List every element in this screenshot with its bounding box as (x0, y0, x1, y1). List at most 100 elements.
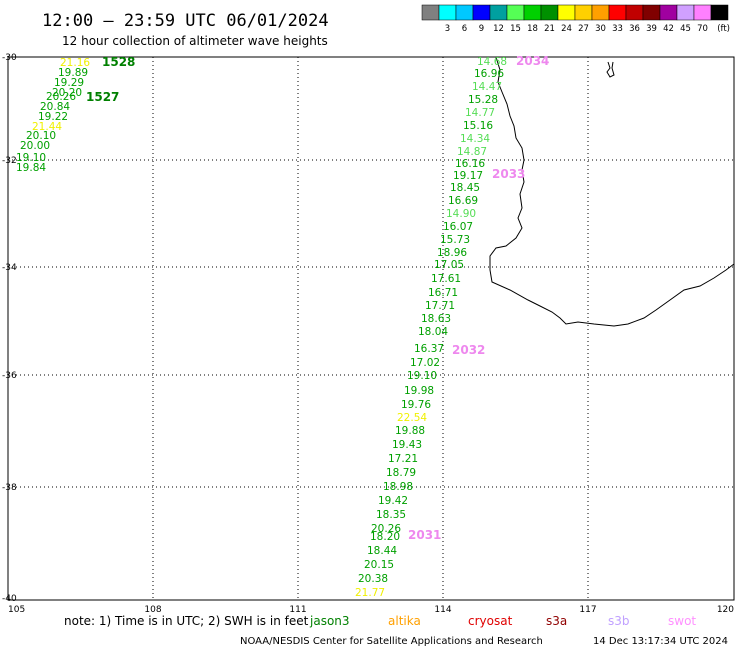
legend-label: 18 (527, 24, 538, 34)
wave-height-label: 20.00 (20, 140, 50, 152)
legend-label: 15 (510, 24, 521, 34)
footer-credit: NOAA/NESDIS Center for Satellite Applica… (240, 636, 543, 647)
pass-time-label: 2034 (516, 54, 549, 68)
satellite-legend: jason3 altika cryosat s3a s3b swot (309, 614, 696, 628)
pass-time-label: 2033 (492, 167, 525, 181)
wave-height-label: 19.88 (395, 425, 425, 437)
wave-height-label: 17.05 (434, 259, 464, 271)
map-subtitle: 12 hour collection of altimeter wave hei… (62, 34, 328, 48)
wave-height-label: 17.61 (431, 273, 461, 285)
legend-label: 21 (544, 24, 555, 34)
wave-height-label: 16.37 (414, 343, 444, 355)
legend-label: 42 (663, 24, 674, 34)
legend-label: 45 (680, 24, 691, 34)
latitude-tick-label: -30 (2, 53, 17, 63)
latitude-tick-label: -34 (2, 263, 17, 273)
legend-label: 70 (697, 24, 708, 34)
grid-lines (8, 57, 734, 600)
legend-swatch (439, 5, 456, 20)
wave-height-label: 19.43 (392, 439, 422, 451)
longitude-tick-label: 117 (579, 605, 596, 615)
wave-height-label: 14.87 (457, 146, 487, 158)
legend-swatch (524, 5, 541, 20)
wave-height-label: 18.20 (370, 531, 400, 543)
satellite-label: jason3 (309, 614, 350, 628)
wave-height-label: 14.47 (472, 81, 502, 93)
wave-height-label: 19.10 (407, 370, 437, 382)
satellite-label: swot (668, 614, 696, 628)
map-frame (8, 57, 734, 600)
legend-label: 12 (493, 24, 504, 34)
legend-swatch (558, 5, 575, 20)
wave-height-label: 15.28 (468, 94, 498, 106)
legend-swatch (473, 5, 490, 20)
wave-height-label: 18.98 (383, 481, 413, 493)
wave-height-label: 16.96 (474, 68, 504, 80)
axis-tick-labels: 105 108 111 114 117 120-30-32-34-36-38-40 (2, 53, 734, 615)
wave-height-label: 18.63 (421, 313, 451, 325)
wave-height-label: 19.98 (404, 385, 434, 397)
pass-time-label: 2032 (452, 343, 485, 357)
wave-height-label: 20.38 (358, 573, 388, 585)
wave-height-label: 22.54 (397, 412, 427, 424)
satellite-label: cryosat (468, 614, 513, 628)
pass-time-label: 1528 (102, 55, 135, 69)
legend-swatch (592, 5, 609, 20)
latitude-tick-label: -40 (2, 594, 17, 604)
wave-height-label: 19.17 (453, 170, 483, 182)
coastline (490, 57, 734, 326)
altimeter-map: 12:00 – 23:59 UTC 06/01/2024 12 hour col… (0, 0, 740, 650)
pass-time-label: 1527 (86, 90, 119, 104)
legend-label: 36 (629, 24, 640, 34)
legend-swatch (694, 5, 711, 20)
color-legend: 3 6 9 12 15 18 21 24 27 30 33 36 39 42 45 70 (422, 5, 728, 34)
satellite-label: s3a (546, 614, 567, 628)
island-outline (607, 62, 614, 77)
legend-label: 27 (578, 24, 589, 34)
wave-height-label: 14.34 (460, 133, 490, 145)
wave-height-label: 15.73 (440, 234, 470, 246)
wave-height-label: 18.35 (376, 509, 406, 521)
wave-height-label: 14.90 (446, 208, 476, 220)
wave-height-label: 19.84 (16, 162, 46, 174)
wave-height-tracks: 21.1619.8919.2920.2020.2620.8419.2221.44… (16, 56, 507, 599)
wave-height-label: 18.04 (418, 326, 448, 338)
wave-height-label: 18.96 (437, 247, 467, 259)
wave-height-label: 14.68 (477, 56, 507, 68)
wave-height-label: 21.77 (355, 587, 385, 599)
wave-height-label: 14.77 (465, 107, 495, 119)
wave-height-label: 18.79 (386, 467, 416, 479)
legend-swatch (643, 5, 660, 20)
map-title: 12:00 – 23:59 UTC 06/01/2024 (42, 11, 329, 31)
longitude-tick-label: 105 (8, 605, 25, 615)
wave-height-label: 17.21 (388, 453, 418, 465)
longitude-tick-label: 114 (434, 605, 451, 615)
legend-swatch (609, 5, 626, 20)
wave-height-label: 17.02 (410, 357, 440, 369)
wave-height-label: 16.71 (428, 287, 458, 299)
wave-height-label: 16.07 (443, 221, 473, 233)
footer-timestamp: 14 Dec 13:17:34 UTC 2024 (593, 636, 728, 647)
legend-swatch (507, 5, 524, 20)
legend-unit: (ft) (717, 24, 730, 34)
wave-height-label: 19.76 (401, 399, 431, 411)
wave-height-label: 18.44 (367, 545, 397, 557)
wave-height-label: 15.16 (463, 120, 493, 132)
wave-height-label: 16.16 (455, 158, 485, 170)
legend-label: 39 (646, 24, 657, 34)
wave-height-label: 20.15 (364, 559, 394, 571)
legend-swatch (490, 5, 507, 20)
wave-height-label: 19.42 (378, 495, 408, 507)
legend-swatch (541, 5, 558, 20)
legend-label: 33 (612, 24, 623, 34)
legend-label: 30 (595, 24, 606, 34)
legend-label: 6 (462, 24, 467, 34)
latitude-tick-label: -36 (2, 371, 17, 381)
wave-height-label: 17.71 (425, 300, 455, 312)
latitude-tick-label: -32 (2, 156, 17, 166)
latitude-tick-label: -38 (2, 483, 17, 493)
legend-swatch (677, 5, 694, 20)
legend-swatch (660, 5, 677, 20)
legend-label: 9 (479, 24, 484, 34)
footer-note: note: 1) Time is in UTC; 2) SWH is in fe… (64, 614, 309, 628)
